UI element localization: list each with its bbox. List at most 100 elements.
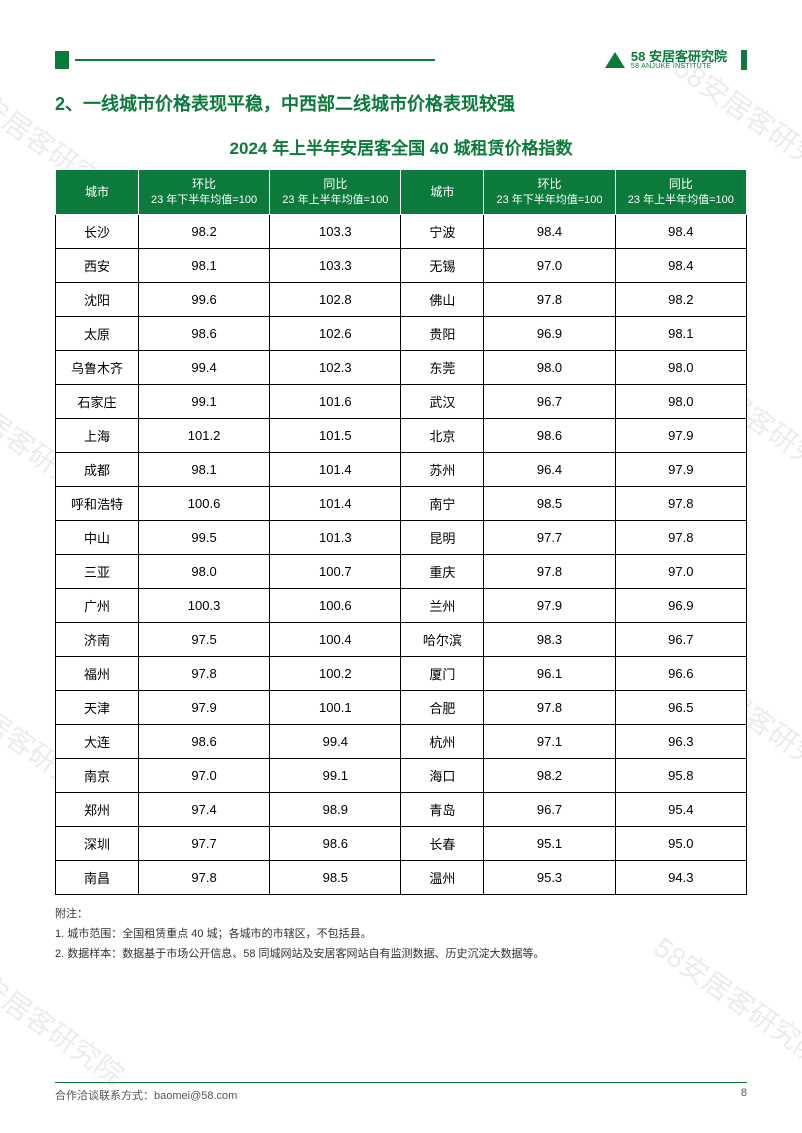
- table-notes: 附注： 1. 城市范围：全国租赁重点 40 城；各城市的市辖区，不包括县。 2.…: [55, 905, 747, 964]
- cell-yoy: 95.0: [615, 827, 746, 861]
- cell-yoy: 101.4: [270, 487, 401, 521]
- cell-yoy: 98.4: [615, 249, 746, 283]
- table-row: 深圳97.798.6长春95.195.0: [56, 827, 747, 861]
- cell-city: 宁波: [401, 215, 484, 249]
- cell-yoy: 100.1: [270, 691, 401, 725]
- cell-mom: 97.0: [484, 249, 615, 283]
- cell-mom: 97.7: [138, 827, 269, 861]
- cell-mom: 96.9: [484, 317, 615, 351]
- table-row: 郑州97.498.9青岛96.795.4: [56, 793, 747, 827]
- cell-city: 南京: [56, 759, 139, 793]
- cell-city: 哈尔滨: [401, 623, 484, 657]
- table-row: 上海101.2101.5北京98.697.9: [56, 419, 747, 453]
- cell-city: 石家庄: [56, 385, 139, 419]
- col-yoy-right: 同比 23 年上半年均值=100: [615, 170, 746, 215]
- cell-mom: 97.9: [138, 691, 269, 725]
- cell-mom: 99.1: [138, 385, 269, 419]
- cell-city: 长沙: [56, 215, 139, 249]
- header-rule: [75, 59, 435, 61]
- cell-yoy: 101.4: [270, 453, 401, 487]
- cell-mom: 98.0: [138, 555, 269, 589]
- cell-yoy: 95.8: [615, 759, 746, 793]
- table-row: 呼和浩特100.6101.4南宁98.597.8: [56, 487, 747, 521]
- table-body: 长沙98.2103.3宁波98.498.4西安98.1103.3无锡97.098…: [56, 215, 747, 895]
- cell-city: 西安: [56, 249, 139, 283]
- cell-city: 贵阳: [401, 317, 484, 351]
- cell-mom: 100.3: [138, 589, 269, 623]
- cell-mom: 100.6: [138, 487, 269, 521]
- cell-city: 天津: [56, 691, 139, 725]
- cell-city: 昆明: [401, 521, 484, 555]
- cell-mom: 97.8: [484, 691, 615, 725]
- cell-yoy: 97.9: [615, 453, 746, 487]
- header-accent-block: [55, 51, 69, 69]
- cell-yoy: 98.0: [615, 351, 746, 385]
- cell-mom: 96.4: [484, 453, 615, 487]
- cell-mom: 96.7: [484, 385, 615, 419]
- cell-yoy: 101.6: [270, 385, 401, 419]
- table-row: 长沙98.2103.3宁波98.498.4: [56, 215, 747, 249]
- col-mom-right: 环比 23 年下半年均值=100: [484, 170, 615, 215]
- cell-mom: 96.1: [484, 657, 615, 691]
- col-yoy-sub: 23 年上半年均值=100: [620, 193, 742, 208]
- cell-mom: 97.5: [138, 623, 269, 657]
- cell-city: 武汉: [401, 385, 484, 419]
- cell-city: 佛山: [401, 283, 484, 317]
- cell-mom: 97.4: [138, 793, 269, 827]
- cell-city: 无锡: [401, 249, 484, 283]
- cell-mom: 98.1: [138, 453, 269, 487]
- cell-city: 苏州: [401, 453, 484, 487]
- cell-yoy: 98.5: [270, 861, 401, 895]
- cell-yoy: 99.4: [270, 725, 401, 759]
- table-row: 广州100.3100.6兰州97.996.9: [56, 589, 747, 623]
- table-row: 太原98.6102.6贵阳96.998.1: [56, 317, 747, 351]
- cell-city: 中山: [56, 521, 139, 555]
- cell-yoy: 100.6: [270, 589, 401, 623]
- col-yoy-label: 同比: [669, 177, 693, 191]
- cell-yoy: 98.2: [615, 283, 746, 317]
- cell-yoy: 98.4: [615, 215, 746, 249]
- cell-mom: 98.2: [138, 215, 269, 249]
- cell-yoy: 102.3: [270, 351, 401, 385]
- logo-triangle-icon: [605, 52, 625, 68]
- cell-city: 温州: [401, 861, 484, 895]
- table-row: 乌鲁木齐99.4102.3东莞98.098.0: [56, 351, 747, 385]
- price-index-table: 城市 环比 23 年下半年均值=100 同比 23 年上半年均值=100 城市 …: [55, 169, 747, 895]
- cell-yoy: 96.5: [615, 691, 746, 725]
- cell-mom: 99.4: [138, 351, 269, 385]
- cell-city: 重庆: [401, 555, 484, 589]
- cell-yoy: 97.8: [615, 487, 746, 521]
- page-header: 58 安居客研究院 58 ANJUKE INSTITUTE: [55, 50, 747, 70]
- header-right-bar: [741, 50, 747, 70]
- cell-mom: 96.7: [484, 793, 615, 827]
- cell-yoy: 97.0: [615, 555, 746, 589]
- cell-mom: 98.6: [138, 725, 269, 759]
- notes-heading: 附注：: [55, 905, 747, 925]
- footer-contact: 合作洽谈联系方式：baomei@58.com: [55, 1087, 237, 1103]
- col-city-left: 城市: [56, 170, 139, 215]
- table-row: 石家庄99.1101.6武汉96.798.0: [56, 385, 747, 419]
- footer-row: 合作洽谈联系方式：baomei@58.com 8: [55, 1087, 747, 1103]
- cell-yoy: 98.1: [615, 317, 746, 351]
- page-footer: 合作洽谈联系方式：baomei@58.com 8: [55, 1082, 747, 1103]
- cell-city: 呼和浩特: [56, 487, 139, 521]
- logo-text: 58 安居客研究院 58 ANJUKE INSTITUTE: [631, 50, 727, 70]
- cell-mom: 97.0: [138, 759, 269, 793]
- table-row: 三亚98.0100.7重庆97.897.0: [56, 555, 747, 589]
- cell-city: 长春: [401, 827, 484, 861]
- notes-line2: 2. 数据样本：数据基于市场公开信息、58 同城网站及安居客网站自有监测数据、历…: [55, 945, 747, 965]
- cell-city: 福州: [56, 657, 139, 691]
- footer-rule: [55, 1082, 747, 1083]
- col-mom-label: 环比: [192, 177, 216, 191]
- table-head: 城市 环比 23 年下半年均值=100 同比 23 年上半年均值=100 城市 …: [56, 170, 747, 215]
- cell-yoy: 101.5: [270, 419, 401, 453]
- cell-city: 深圳: [56, 827, 139, 861]
- col-mom-sub: 23 年下半年均值=100: [488, 193, 610, 208]
- table-row: 南京97.099.1海口98.295.8: [56, 759, 747, 793]
- cell-mom: 97.9: [484, 589, 615, 623]
- cell-mom: 98.5: [484, 487, 615, 521]
- cell-yoy: 101.3: [270, 521, 401, 555]
- table-row: 济南97.5100.4哈尔滨98.396.7: [56, 623, 747, 657]
- cell-city: 成都: [56, 453, 139, 487]
- cell-city: 合肥: [401, 691, 484, 725]
